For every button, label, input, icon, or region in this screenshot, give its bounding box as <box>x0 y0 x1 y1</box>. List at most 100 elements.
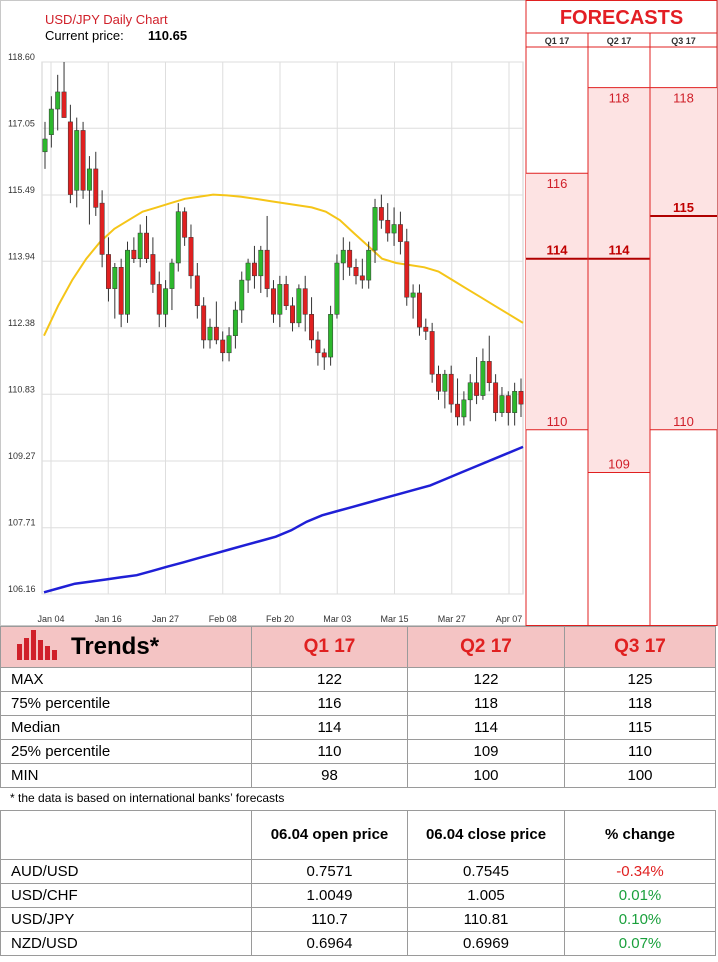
trends-row: MIN 98 100 100 <box>0 763 716 788</box>
candle-body <box>277 284 283 315</box>
candle-body <box>213 326 219 341</box>
x-tick-label: Jan 27 <box>152 614 179 624</box>
percent-change: 0.01% <box>564 883 716 908</box>
open-price: 0.7571 <box>251 859 408 884</box>
forecast-p25-label: 110 <box>673 414 694 429</box>
candle-body <box>353 267 359 277</box>
candle-body <box>493 382 499 413</box>
candle-body <box>321 352 327 358</box>
trends-row-label: 75% percentile <box>0 691 252 716</box>
trends-row-label: MIN <box>0 763 252 788</box>
current-price-label: Current price: <box>45 28 124 43</box>
candle-body <box>194 275 200 307</box>
trends-cell: 122 <box>407 667 565 692</box>
forecast-band <box>526 173 588 430</box>
candle-body <box>150 254 156 285</box>
trends-cell: 110 <box>251 739 408 764</box>
prices-header-close: 06.04 close price <box>407 810 565 860</box>
candle-body <box>245 262 251 281</box>
candle-body <box>175 211 181 264</box>
candle-body <box>232 309 238 336</box>
close-price: 0.6969 <box>407 931 565 956</box>
candle-body <box>467 382 473 401</box>
forecast-median-label: 114 <box>609 243 631 258</box>
y-tick-label: 118.60 <box>8 52 35 62</box>
price-row: USD/CHF 1.0049 1.005 0.01% <box>0 883 716 908</box>
pair-label: NZD/USD <box>0 931 252 956</box>
trends-cell: 118 <box>407 691 565 716</box>
candle-body <box>397 224 403 242</box>
y-tick-label: 107.71 <box>8 518 36 528</box>
prices-header-change: % change <box>564 810 716 860</box>
forecast-quarter-label: Q2 17 <box>607 36 632 46</box>
candle-body <box>61 91 67 118</box>
candle-body <box>74 130 80 191</box>
trends-header-q1: Q1 17 <box>251 626 408 668</box>
chart-title: USD/JPY Daily Chart <box>45 12 168 27</box>
percent-change: 0.10% <box>564 907 716 932</box>
open-price: 1.0049 <box>251 883 408 908</box>
trends-header-row: Trends* Q1 17 Q2 17 Q3 17 <box>0 626 716 668</box>
candle-body <box>48 108 54 135</box>
price-row: NZD/USD 0.6964 0.6969 0.07% <box>0 931 716 956</box>
pair-label: AUD/USD <box>0 859 252 884</box>
forecast-p75-label: 118 <box>673 91 694 106</box>
close-price: 110.81 <box>407 907 565 932</box>
candle-body <box>385 219 391 234</box>
trends-table: Trends* Q1 17 Q2 17 Q3 17 MAX 122 122 12… <box>0 626 716 788</box>
x-tick-label: Feb 20 <box>266 614 294 624</box>
y-tick-label: 115.49 <box>8 185 35 195</box>
ma-long-line <box>43 445 524 594</box>
trends-cell: 109 <box>407 739 565 764</box>
candle-body <box>67 121 73 195</box>
candle-body <box>80 130 86 191</box>
trends-title-cell: Trends* <box>0 626 252 668</box>
ma-short-line <box>43 193 524 337</box>
pair-label: USD/CHF <box>0 883 252 908</box>
trends-cell: 100 <box>407 763 565 788</box>
prices-header-open: 06.04 open price <box>251 810 408 860</box>
candle-body <box>334 262 340 315</box>
candle-body <box>188 237 194 277</box>
trends-row: 75% percentile 116 118 118 <box>0 691 716 716</box>
candle-body <box>163 288 169 315</box>
candle-body <box>226 335 232 354</box>
prices-header-row: 06.04 open price 06.04 close price % cha… <box>0 810 716 860</box>
candle-body <box>55 91 61 110</box>
candle-body <box>404 241 410 298</box>
forecast-header: FORECASTS <box>560 7 683 29</box>
pair-label: USD/JPY <box>0 907 252 932</box>
candle-body <box>474 382 480 396</box>
candle-body <box>93 168 99 208</box>
trends-cell: 114 <box>251 715 408 740</box>
candle-body <box>42 138 48 153</box>
candle-body <box>461 399 467 418</box>
trends-cell: 118 <box>564 691 716 716</box>
candle-body <box>283 284 289 307</box>
current-price-value: 110.65 <box>148 28 187 43</box>
candle-body <box>505 395 511 413</box>
candle-body <box>372 207 378 251</box>
candle-body <box>391 224 397 234</box>
y-tick-label: 110.83 <box>8 384 35 394</box>
x-tick-label: Mar 03 <box>323 614 351 624</box>
x-tick-label: Mar 27 <box>438 614 466 624</box>
candle-body <box>144 232 149 259</box>
trends-row-label: 25% percentile <box>0 739 252 764</box>
candle-body <box>417 292 422 328</box>
trends-cell: 125 <box>564 667 716 692</box>
candle-body <box>156 284 162 315</box>
forecast-quarter-label: Q3 17 <box>671 36 696 46</box>
candle-body <box>264 249 270 289</box>
candle-body <box>296 288 302 324</box>
candle-body <box>131 249 137 259</box>
trends-row-label: MAX <box>0 667 252 692</box>
candle-body <box>99 202 105 255</box>
candle-body <box>290 305 295 324</box>
trends-cell: 114 <box>407 715 565 740</box>
candle-body <box>328 314 334 358</box>
x-tick-label: Feb 08 <box>209 614 237 624</box>
y-tick-label: 117.05 <box>8 118 35 128</box>
x-tick-label: Mar 15 <box>380 614 408 624</box>
candle-body <box>436 373 441 392</box>
